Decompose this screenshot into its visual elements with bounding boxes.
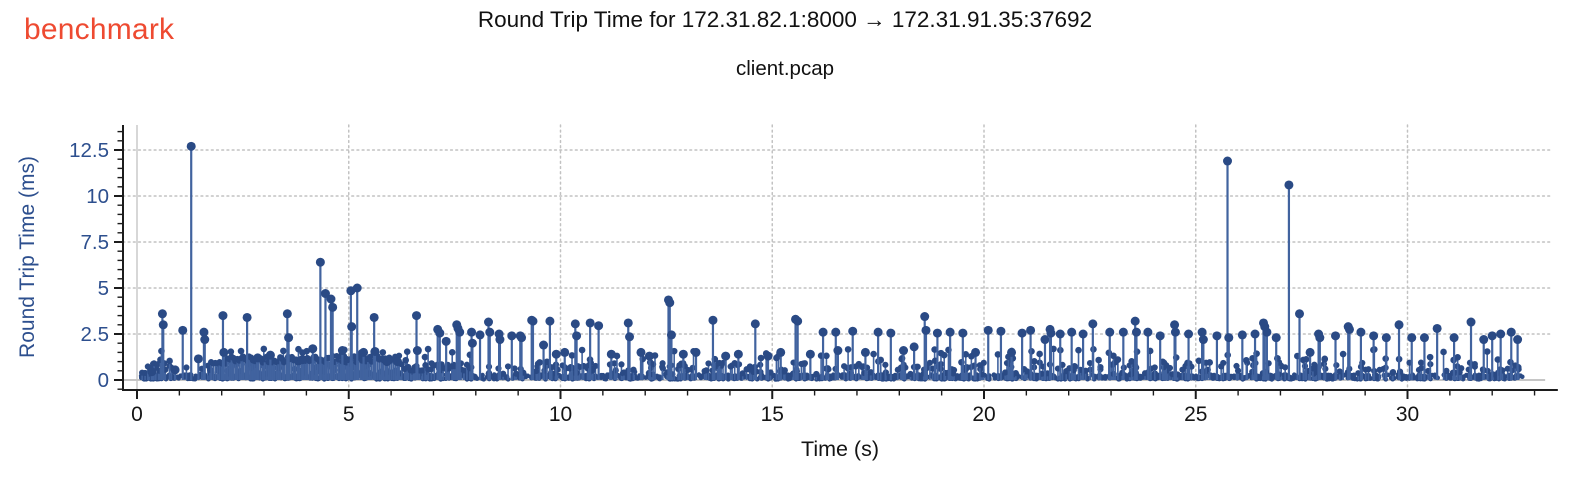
brand-logo: benchmark [24, 13, 175, 46]
svg-text:20: 20 [972, 403, 995, 426]
svg-text:5: 5 [343, 403, 355, 426]
svg-text:7.5: 7.5 [81, 231, 110, 254]
svg-text:15: 15 [761, 403, 784, 426]
svg-text:30: 30 [1396, 403, 1419, 426]
svg-text:10: 10 [86, 185, 109, 208]
svg-text:0: 0 [98, 369, 109, 392]
axes: 0 5 10 15 20 25 30 0 2.5 5 7.5 10 12.5 [69, 125, 1558, 426]
x-axis-label: Time (s) [800, 437, 880, 461]
svg-text:12.5: 12.5 [69, 139, 109, 162]
svg-text:0: 0 [131, 403, 143, 426]
svg-text:5: 5 [98, 277, 109, 300]
svg-text:2.5: 2.5 [81, 323, 110, 346]
chart-subtitle: client.pcap [735, 57, 834, 80]
stem-series [138, 141, 1525, 382]
chart-title: Round Trip Time for 172.31.82.1:8000 → 1… [477, 7, 1093, 32]
svg-text:10: 10 [549, 403, 572, 426]
svg-text:25: 25 [1184, 403, 1207, 426]
